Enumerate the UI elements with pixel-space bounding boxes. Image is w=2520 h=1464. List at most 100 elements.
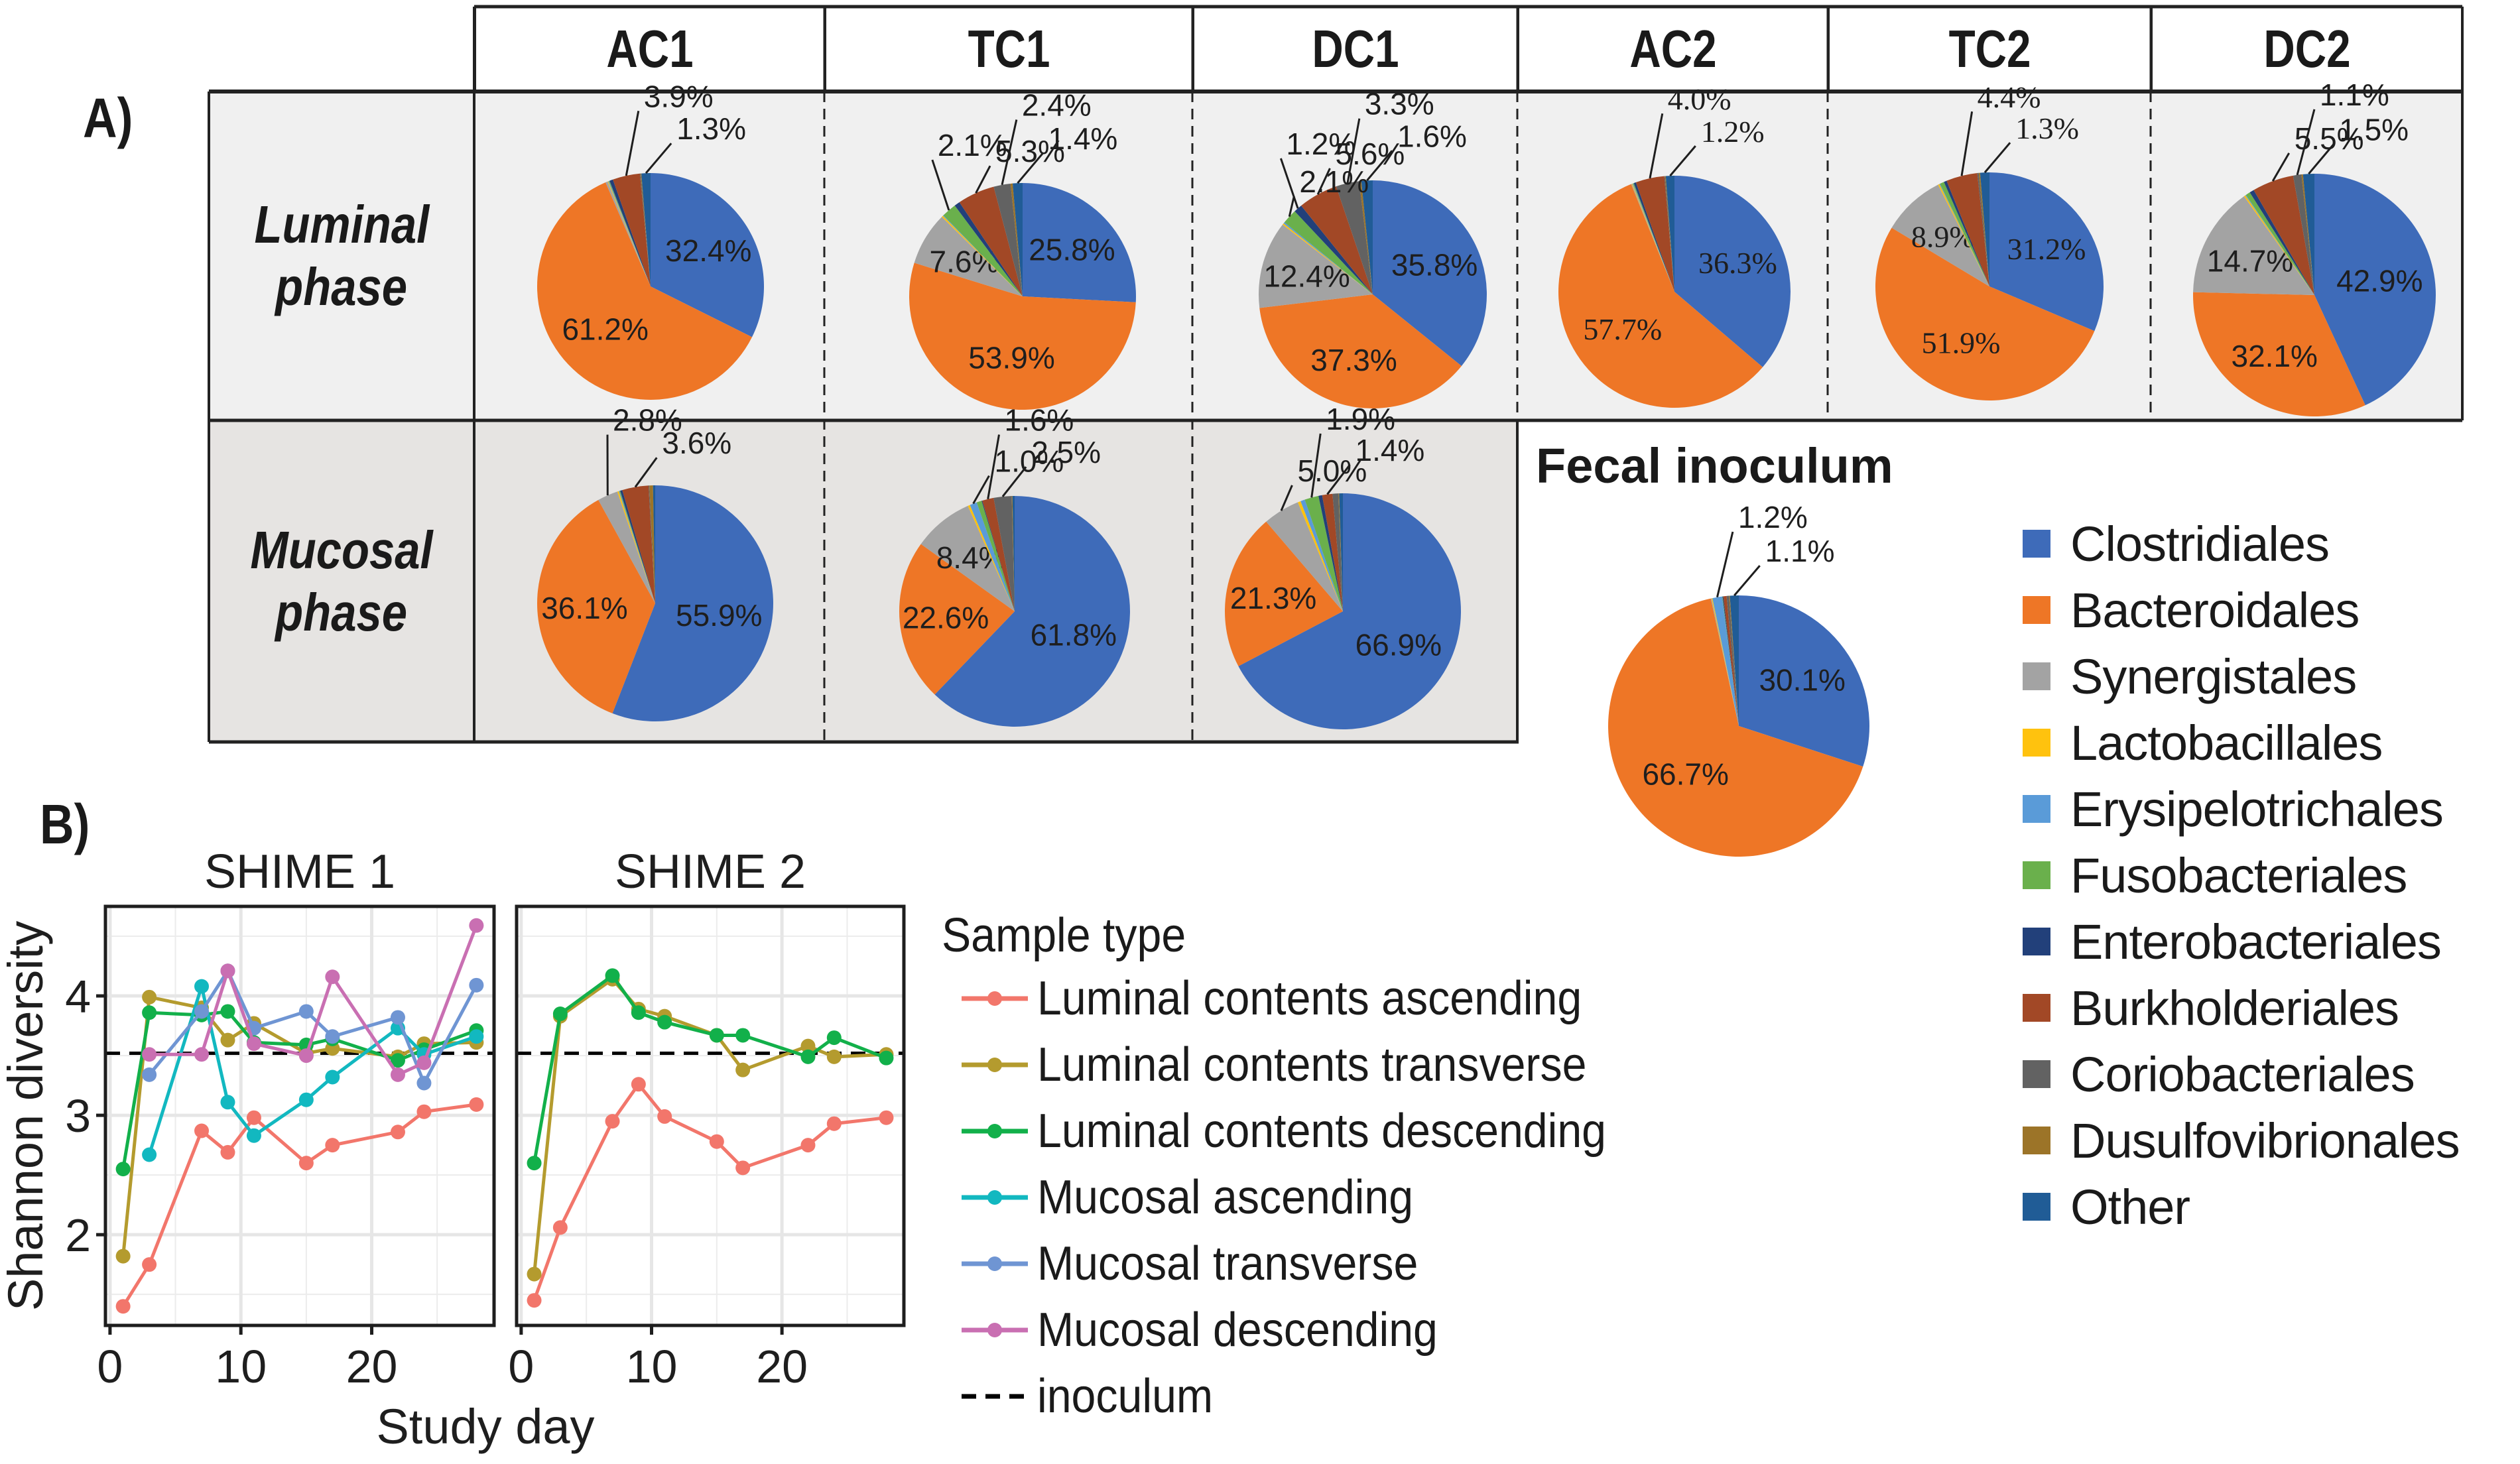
pie-slice-other	[653, 485, 655, 603]
key-point	[987, 1124, 1002, 1138]
pie-leader-line	[1310, 433, 1322, 498]
pie-slice-synergistales	[598, 491, 655, 603]
data-point	[527, 1156, 542, 1171]
swatch-icon	[2023, 994, 2050, 1022]
legend-item-fusobacteriales: Fusobacteriales	[2023, 842, 2460, 908]
column-header-text: AC1	[606, 19, 694, 78]
pie-slice-clostridiales	[612, 485, 773, 721]
pie-slice-fusobacteriales	[2245, 192, 2314, 295]
legend-label: Clostridiales	[2070, 516, 2330, 572]
pie-data-label: 4.4%	[1978, 80, 2041, 114]
data-point	[142, 1047, 157, 1062]
pie-slice-synergistales	[1891, 184, 1989, 286]
pie-data-label: 1.3%	[676, 111, 746, 146]
data-point	[826, 1030, 842, 1046]
key-point	[987, 1190, 1002, 1205]
pie-slice-synergistales	[920, 505, 1015, 611]
swatch-icon	[2023, 1193, 2050, 1221]
data-point	[605, 968, 620, 983]
pie-leader-line	[1669, 145, 1696, 177]
pie-data-label: 1.6%	[1397, 119, 1467, 153]
legend-title: Sample type	[942, 909, 1186, 962]
data-point	[800, 1138, 816, 1153]
pie-data-label: 3.9%	[644, 79, 714, 113]
pie-leader-line	[625, 111, 640, 176]
pie-slice-coriobacteriales	[1726, 595, 1739, 726]
pie-slice-dusulfovibrionales	[1011, 496, 1015, 611]
data-point	[298, 1004, 314, 1019]
dashed-line-key-icon	[962, 1394, 1028, 1399]
legend-label: Mucosal ascending	[1037, 1171, 1414, 1224]
pie-data-label: 53.9%	[968, 341, 1054, 375]
data-point	[631, 1005, 646, 1020]
pie-slice-burkholderiales	[1301, 186, 1373, 294]
data-point	[826, 1116, 842, 1131]
data-point	[246, 1128, 261, 1143]
x-tick-label: 0	[97, 1341, 123, 1392]
legend-item-clostridiales: Clostridiales	[2023, 511, 2460, 577]
pie-slice-fusobacteriales	[619, 491, 655, 603]
pie-slice-coriobacteriales	[1977, 172, 1989, 286]
data-point	[194, 1004, 210, 1019]
pie-slice-enterobacteriales	[1318, 495, 1343, 611]
pie-slice-enterobacteriales	[620, 490, 655, 603]
data-point	[390, 1125, 405, 1140]
row-label-mucosal: Mucosal phase	[209, 420, 474, 742]
x-tick-label: 10	[626, 1341, 678, 1392]
pie-leader-line	[1279, 158, 1299, 209]
pie-slice-clostridiales	[1373, 180, 1487, 366]
data-point	[469, 918, 484, 933]
line-point-key-icon	[962, 1058, 1028, 1072]
pie-data-label: 5.5%	[2295, 121, 2364, 156]
pie-leader-line	[1326, 464, 1351, 495]
pie-slice-coriobacteriales	[2293, 174, 2314, 295]
pie-data-label: 1.1%	[1765, 534, 1835, 568]
legend-item-series: Luminal contents ascending	[942, 965, 1656, 1032]
pie-leader-line	[975, 165, 991, 194]
data-point	[220, 963, 235, 979]
series-line	[121, 1009, 477, 1170]
pie-slice-dusulfovibrionales	[649, 485, 655, 603]
pie-slice-enterobacteriales	[1944, 180, 1989, 286]
column-header-text: AC2	[1629, 19, 1718, 78]
pie-data-label: 42.9%	[2336, 263, 2423, 298]
order-legend: Clostridiales Bacteroidales Synergistale…	[2023, 511, 2460, 1240]
pie-leader-line	[1017, 152, 1044, 184]
pie-data-label: 2.4%	[1022, 88, 1092, 122]
pie-data-label: 1.4%	[1355, 433, 1424, 467]
pie-data-label: 4.0%	[1668, 82, 1732, 116]
data-point	[298, 1092, 314, 1107]
pie-data-label: 2.1%	[1299, 164, 1369, 199]
legend-item-inoculum: inoculum	[942, 1363, 1656, 1430]
x-tick-label: 20	[346, 1341, 398, 1392]
pie-data-label: 61.2%	[562, 312, 648, 347]
pie-slice-lactobacillales	[942, 215, 1023, 296]
pie-slice-enterobacteriales	[2249, 190, 2314, 295]
pie-data-label: 1.2%	[1701, 115, 1765, 149]
pie-luminal-dc1: 35.8%37.3%12.4%1.6%3.3%5.6%1.2%2.1%	[1259, 87, 1487, 408]
pie-slice-clostridiales	[1989, 172, 2104, 332]
legend-label: Other	[2070, 1179, 2190, 1235]
pie-data-label: 3.3%	[1365, 87, 1434, 121]
pie-slice-lactobacillales	[968, 505, 1015, 611]
pie-data-label: 51.9%	[1922, 326, 2001, 359]
swatch-icon	[2023, 1060, 2050, 1088]
data-point	[469, 1029, 484, 1044]
legend-item-synergistales: Synergistales	[2023, 643, 2460, 709]
legend-item-coriobacteriales: Coriobacteriales	[2023, 1041, 2460, 1107]
pie-data-label: 57.7%	[1583, 312, 1662, 346]
legend-label: Luminal contents transverse	[1037, 1038, 1587, 1091]
pie-data-label: 1.0%	[994, 444, 1064, 479]
data-point	[220, 1144, 235, 1160]
pie-mucosal-ac1: 55.9% 36.1% 3.6%2.8%	[537, 403, 773, 721]
pie-data-label: 61.8%	[1031, 618, 1117, 652]
pie-leader-line	[1280, 485, 1293, 511]
pie-slice-erysipelotrichales	[608, 180, 651, 286]
pie-slice-synergistales	[1710, 598, 1739, 726]
pie-leader-line	[987, 434, 1000, 499]
pie-slice-burkholderiales	[1946, 172, 1989, 286]
data-point	[298, 1156, 314, 1171]
pie-slice-coriobacteriales	[639, 173, 651, 286]
pie-slice-erysipelotrichales	[1300, 499, 1343, 611]
pie-leader-line	[931, 159, 950, 211]
